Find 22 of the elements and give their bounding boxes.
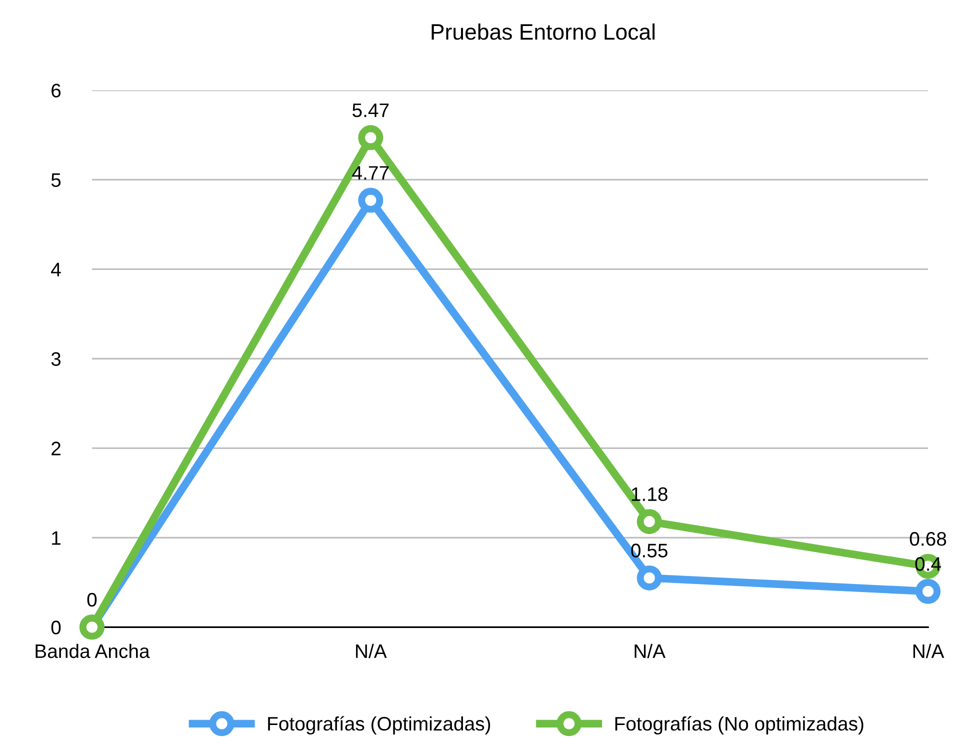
x-tick-label: N/A (356, 644, 387, 658)
chart-title: Pruebas Entorno Local (432, 23, 655, 40)
point (636, 509, 662, 534)
y-tick-label: 0 (51, 620, 61, 634)
data-label: 0.68 (910, 532, 946, 546)
point (358, 188, 384, 213)
point (636, 565, 662, 590)
y-tick-label: 1 (52, 531, 60, 545)
x-tick-label: Banda Ancha (36, 644, 150, 658)
point (916, 578, 941, 604)
data-label: 0 (87, 592, 97, 607)
y-tick-label: 6 (52, 84, 61, 98)
x-tick-label: N/A (913, 644, 944, 658)
point (358, 125, 384, 150)
y-tick-label: 5 (51, 173, 61, 187)
x-tick-label: N/A (634, 644, 666, 658)
legend-label: Fotografías (No optimizadas) (615, 716, 864, 734)
y-tick-label: 2 (52, 442, 60, 456)
y-tick-label: 3 (51, 352, 61, 366)
legend-label: Fotografías (Optimizadas) (268, 716, 490, 734)
data-label: 5.47 (352, 104, 389, 118)
y-tick-label: 4 (51, 262, 61, 276)
